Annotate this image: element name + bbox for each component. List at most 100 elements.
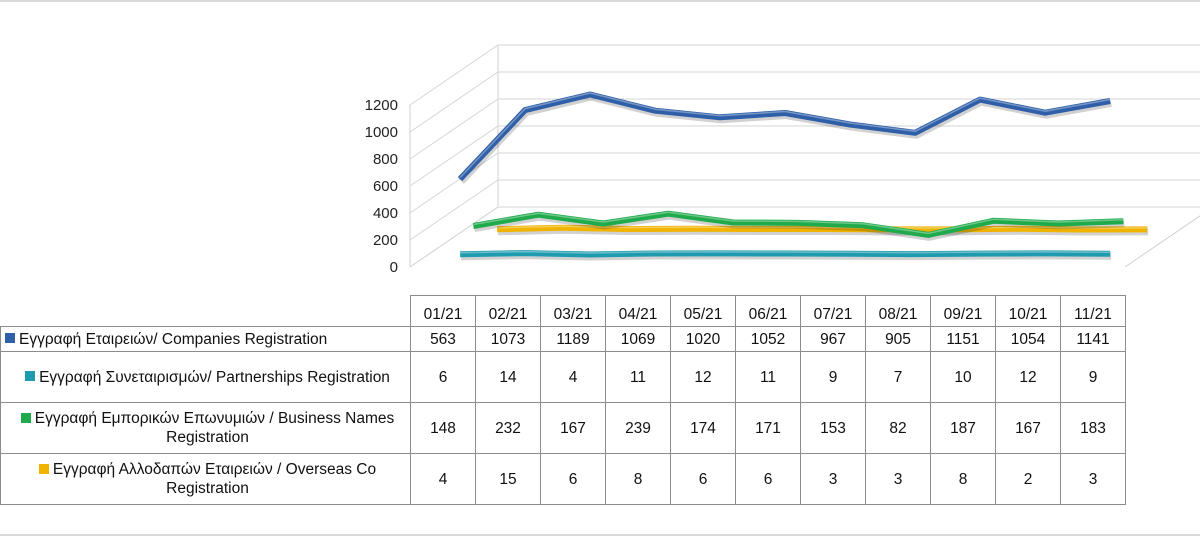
- x-category-label: 09/21: [930, 295, 996, 327]
- data-value-cell: 905: [865, 326, 931, 352]
- x-category-label: 07/21: [800, 295, 866, 327]
- x-category-label: 02/21: [475, 295, 541, 327]
- data-table: 01/21 02/21 03/21 04/21 05/21 06/21 07/21 08/21…: [0, 295, 1126, 505]
- data-value-cell: 2: [995, 453, 1061, 505]
- data-value-cell: 3: [865, 453, 931, 505]
- series-line: [457, 91, 1111, 182]
- gridline: [409, 125, 1200, 187]
- series-name: Εγγραφή Συνεταιρισμών/ Partnerships Regi…: [39, 368, 390, 386]
- series-label-cell: Εγγραφή Αλλοδαπών Εταιρειών / Overseas C…: [0, 453, 411, 505]
- series-label-cell: Εγγραφή Συνεταιρισμών/ Partnerships Regi…: [0, 351, 411, 403]
- gridline: [409, 152, 1200, 214]
- gridline: [409, 179, 1200, 241]
- data-value-cell: 15: [475, 453, 541, 505]
- y-tick-label: 1200: [365, 97, 398, 114]
- data-value-cell: 171: [735, 402, 801, 454]
- data-value-cell: 9: [800, 351, 866, 403]
- data-value-cell: 9: [1060, 351, 1126, 403]
- data-value-cell: 1054: [995, 326, 1061, 352]
- x-category-label: 06/21: [735, 295, 801, 327]
- series-line: [497, 224, 1148, 233]
- series-highlight: [459, 92, 1111, 179]
- data-value-cell: 1052: [735, 326, 801, 352]
- x-category-label: 10/21: [995, 295, 1061, 327]
- series-line: [460, 250, 1111, 258]
- data-value-cell: 6: [410, 351, 476, 403]
- gridline: [409, 44, 1200, 106]
- table-header-row: 01/21 02/21 03/21 04/21 05/21 06/21 07/21 08/21…: [0, 295, 1126, 327]
- gridline: [409, 98, 1200, 160]
- x-category-label: 01/21: [410, 295, 476, 327]
- x-category-label: 04/21: [605, 295, 671, 327]
- data-value-cell: 6: [670, 453, 736, 505]
- data-value-cell: 8: [605, 453, 671, 505]
- y-tick-label: 0: [390, 259, 398, 276]
- x-category-label: 03/21: [540, 295, 606, 327]
- data-value-cell: 232: [475, 402, 541, 454]
- data-value-cell: 12: [995, 351, 1061, 403]
- x-category-label: 11/21: [1060, 295, 1126, 327]
- data-value-cell: 6: [735, 453, 801, 505]
- data-value-cell: 563: [410, 326, 476, 352]
- data-value-cell: 187: [930, 402, 996, 454]
- table-row: Εγγραφή Αλλοδαπών Εταιρειών / Overseas C…: [0, 453, 1126, 505]
- y-tick-label: 1000: [365, 124, 398, 141]
- data-value-cell: 239: [605, 402, 671, 454]
- data-value-cell: 11: [605, 351, 671, 403]
- series-lines: [457, 91, 1149, 261]
- data-value-cell: 167: [540, 402, 606, 454]
- data-value-cell: 1151: [930, 326, 996, 352]
- x-category-label: 05/21: [670, 295, 736, 327]
- gridline: [409, 206, 1200, 268]
- series-line: [472, 210, 1124, 238]
- data-value-cell: 148: [410, 402, 476, 454]
- data-value-cell: 174: [670, 402, 736, 454]
- series-label-cell: Εγγραφή Εμπορικών Επωνυμιών / Business N…: [0, 402, 411, 454]
- data-value-cell: 1069: [605, 326, 671, 352]
- data-value-cell: 4: [410, 453, 476, 505]
- data-value-cell: 6: [540, 453, 606, 505]
- series-highlight: [497, 225, 1148, 229]
- data-value-cell: 10: [930, 351, 996, 403]
- data-value-cell: 4: [540, 351, 606, 403]
- series-name: Εγγραφή Εταιρειών/ Companies Registratio…: [19, 330, 328, 348]
- legend-swatch: [5, 333, 15, 344]
- data-value-cell: 14: [475, 351, 541, 403]
- table-row: Εγγραφή Εμπορικών Επωνυμιών / Business N…: [0, 402, 1126, 454]
- data-value-cell: 11: [735, 351, 801, 403]
- y-tick-label: 600: [373, 178, 398, 195]
- data-value-cell: 167: [995, 402, 1061, 454]
- series-highlight: [460, 250, 1111, 254]
- series-name: Εγγραφή Αλλοδαπών Εταιρειών / Overseas C…: [52, 461, 377, 497]
- data-value-cell: 1141: [1060, 326, 1126, 352]
- line-chart-3d: 0 200 400 600 800 1000 1200: [365, 44, 1200, 276]
- data-value-cell: 153: [800, 402, 866, 454]
- data-value-cell: 1189: [540, 326, 606, 352]
- series-highlight: [473, 211, 1124, 235]
- table-row: Εγγραφή Εταιρειών/ Companies Registratio…: [0, 326, 1126, 352]
- data-value-cell: 7: [865, 351, 931, 403]
- series-name: Εγγραφή Εμπορικών Επωνυμιών / Business N…: [34, 410, 395, 446]
- data-value-cell: 1020: [670, 326, 736, 352]
- data-value-cell: 12: [670, 351, 736, 403]
- data-value-cell: 967: [800, 326, 866, 352]
- gridlines: [409, 44, 1200, 268]
- gridline: [409, 71, 1200, 133]
- data-value-cell: 3: [800, 453, 866, 505]
- legend-swatch: [38, 463, 49, 474]
- header-blank-cell: [0, 295, 411, 327]
- data-value-cell: 82: [865, 402, 931, 454]
- x-category-label: 08/21: [865, 295, 931, 327]
- legend-swatch: [20, 412, 31, 423]
- data-value-cell: 183: [1060, 402, 1126, 454]
- y-tick-label: 400: [373, 205, 398, 222]
- data-value-cell: 3: [1060, 453, 1126, 505]
- series-label-cell: Εγγραφή Εταιρειών/ Companies Registratio…: [0, 326, 411, 352]
- data-value-cell: 8: [930, 453, 996, 505]
- data-value-cell: 1073: [475, 326, 541, 352]
- legend-swatch: [25, 371, 36, 382]
- y-axis-ticks: 0 200 400 600 800 1000 1200: [365, 97, 398, 276]
- table-row: Εγγραφή Συνεταιρισμών/ Partnerships Regi…: [0, 351, 1126, 403]
- y-tick-label: 200: [373, 232, 398, 249]
